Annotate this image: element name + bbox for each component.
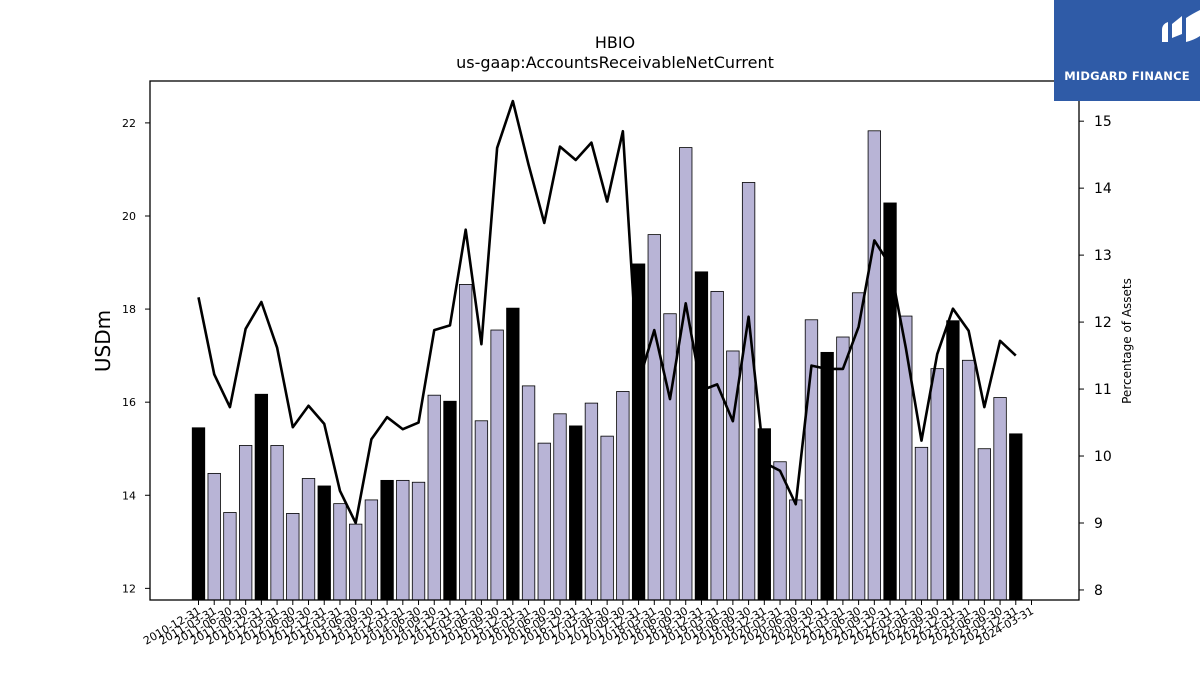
bar xyxy=(899,315,913,601)
bar xyxy=(537,442,551,601)
bar xyxy=(789,499,803,601)
y2-tick-label: 13 xyxy=(1094,248,1112,264)
bar xyxy=(647,234,661,601)
bar xyxy=(506,307,520,601)
bar xyxy=(443,400,457,601)
bar xyxy=(663,313,677,601)
y2-tick-label: 11 xyxy=(1094,382,1112,398)
bar xyxy=(286,513,300,601)
bar xyxy=(710,290,724,601)
bar xyxy=(490,329,504,601)
bar xyxy=(600,435,614,601)
bar xyxy=(836,336,850,601)
brand-logo: MIDGARD FINANCE xyxy=(1054,0,1200,101)
y2-tick-label: 10 xyxy=(1094,449,1112,465)
bar xyxy=(679,147,693,601)
bar xyxy=(349,523,363,601)
bar xyxy=(333,503,347,601)
bar xyxy=(459,284,473,601)
bar xyxy=(254,393,269,601)
bar xyxy=(914,446,929,601)
chart-subtitle: us-gaap:AccountsReceivableNetCurrent xyxy=(456,53,774,72)
y-tick-label: 14 xyxy=(122,489,136,502)
bar xyxy=(867,130,881,601)
y2-tick-label: 15 xyxy=(1094,114,1112,130)
bar xyxy=(961,359,976,601)
bar xyxy=(364,499,379,601)
bar xyxy=(191,427,206,601)
y2-tick-label: 8 xyxy=(1094,583,1103,599)
midgard-logo-icon xyxy=(1162,10,1200,42)
y-axis-ticks: 12 14 16 18 20 22 xyxy=(122,117,150,595)
bar xyxy=(1009,433,1023,601)
y-tick-label: 12 xyxy=(122,582,136,595)
bar xyxy=(616,391,630,601)
y2-tick-label: 9 xyxy=(1094,516,1103,532)
bar xyxy=(380,479,394,601)
bar xyxy=(741,182,756,601)
bar xyxy=(993,397,1007,601)
bar xyxy=(883,202,897,601)
bar xyxy=(223,512,237,601)
y2-axis-ticks: 8 9 10 11 12 13 14 15 xyxy=(1079,114,1112,599)
y-tick-label: 16 xyxy=(122,396,136,409)
bar xyxy=(521,385,536,601)
x-axis-ticks: 2010-12-312011-03-312011-06-302011-09-30… xyxy=(141,600,1036,648)
bar xyxy=(804,319,819,601)
bar xyxy=(820,351,834,601)
bar xyxy=(427,394,441,601)
y-tick-label: 18 xyxy=(122,303,136,316)
bar xyxy=(270,445,284,601)
series-line xyxy=(197,99,1017,525)
y-tick-label: 22 xyxy=(122,117,136,130)
y2-tick-label: 12 xyxy=(1094,315,1112,331)
bar xyxy=(553,413,567,601)
bar xyxy=(396,479,410,601)
bar xyxy=(930,368,944,601)
bar xyxy=(238,445,253,601)
bar xyxy=(301,478,316,601)
bar xyxy=(946,320,960,601)
chart-title: HBIO xyxy=(595,33,635,52)
line-series xyxy=(197,99,1017,525)
bar xyxy=(411,481,426,601)
bar xyxy=(694,271,709,601)
logo-text: MIDGARD FINANCE xyxy=(1064,69,1190,83)
bar xyxy=(317,485,331,601)
bar xyxy=(977,448,991,601)
y-tick-label: 20 xyxy=(122,210,136,223)
bar xyxy=(207,472,221,601)
y2-axis-label: Percentage of Assets xyxy=(1120,278,1134,404)
bar xyxy=(474,420,489,601)
plot-frame xyxy=(149,80,1080,601)
bar xyxy=(569,425,583,601)
bar xyxy=(584,402,599,601)
y-axis-label: USDm xyxy=(91,310,115,372)
y2-tick-label: 14 xyxy=(1094,181,1112,197)
